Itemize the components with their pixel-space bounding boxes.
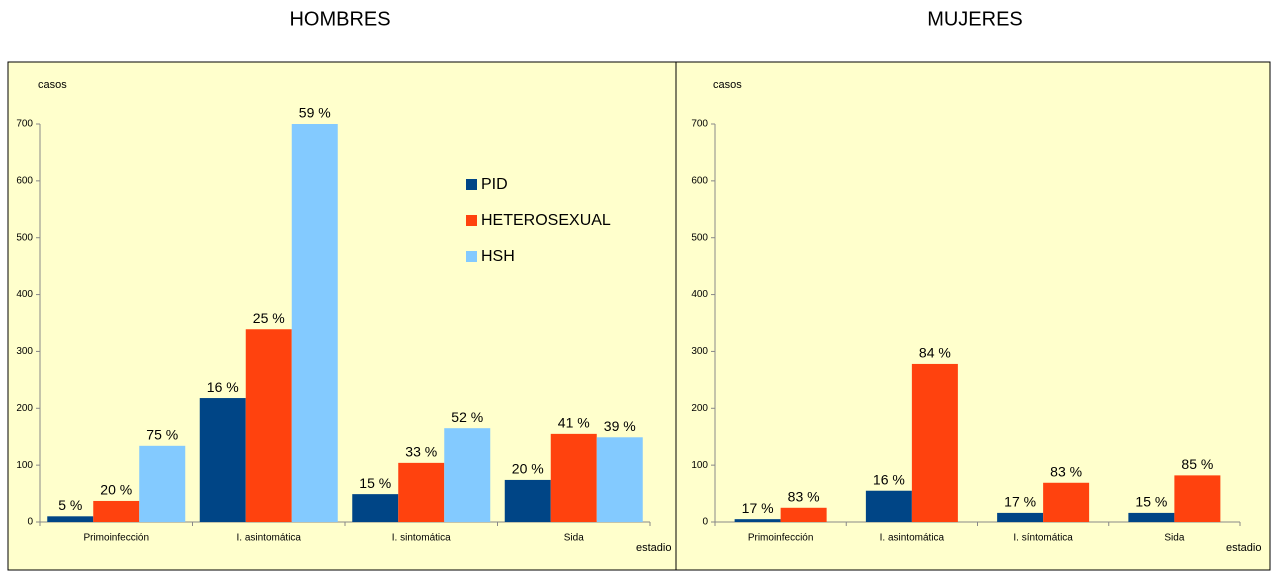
bar xyxy=(199,398,246,522)
x-tick-label: I. sintomática xyxy=(392,533,451,544)
bar xyxy=(47,516,94,522)
y-tick-label: 700 xyxy=(16,119,33,130)
chart-title: MUJERES xyxy=(927,8,1023,30)
bar-label: 52 % xyxy=(451,409,483,425)
bar xyxy=(398,462,445,522)
bar xyxy=(139,445,186,522)
bar-label: 84 % xyxy=(919,345,951,361)
bar-label: 85 % xyxy=(1181,456,1213,472)
bar-label: 39 % xyxy=(604,418,636,434)
chart-title: HOMBRES xyxy=(289,8,390,30)
x-tick-label: I. síntomática xyxy=(1013,533,1073,544)
x-tick-label: Primoinfección xyxy=(83,533,149,544)
x-tick-label: Primoinfección xyxy=(748,533,814,544)
bar-label: 16 % xyxy=(207,379,239,395)
bar xyxy=(596,437,643,522)
bar xyxy=(291,124,338,522)
y-tick-label: 200 xyxy=(691,403,708,414)
panel-background xyxy=(675,61,1271,571)
bar xyxy=(911,363,958,522)
y-tick-label: 0 xyxy=(702,517,708,528)
bar xyxy=(444,428,491,522)
bar-label: 20 % xyxy=(512,461,544,477)
bar xyxy=(352,494,399,522)
bar xyxy=(504,479,551,522)
bar-label: 33 % xyxy=(405,444,437,460)
legend-swatch xyxy=(466,179,477,190)
y-tick-label: 200 xyxy=(16,403,33,414)
x-tick-label: Sida xyxy=(1164,533,1184,544)
bar-label: 20 % xyxy=(100,482,132,498)
x-tick-label: I. asintomática xyxy=(237,533,302,544)
bar xyxy=(1043,482,1090,522)
bar xyxy=(997,512,1044,522)
bar-label: 17 % xyxy=(742,500,774,516)
bar-label: 15 % xyxy=(1135,494,1167,510)
y-tick-label: 500 xyxy=(691,232,708,243)
bar xyxy=(865,490,912,522)
y-tick-label: 100 xyxy=(691,460,708,471)
bar xyxy=(734,519,781,522)
legend-label: PID xyxy=(481,176,508,193)
bar xyxy=(550,433,597,522)
bar xyxy=(780,507,827,522)
bar-label: 41 % xyxy=(558,415,590,431)
bar xyxy=(1128,512,1175,522)
y-tick-label: 400 xyxy=(16,289,33,300)
x-axis-label: estadio xyxy=(1226,542,1261,554)
x-tick-label: Sida xyxy=(564,533,584,544)
bar-label: 16 % xyxy=(873,471,905,487)
y-tick-label: 500 xyxy=(16,232,33,243)
x-axis-label: estadio xyxy=(636,542,671,554)
y-tick-label: 100 xyxy=(16,460,33,471)
legend-label: HETEROSEXUAL xyxy=(481,212,611,229)
legend-swatch xyxy=(466,251,477,262)
bar-label: 59 % xyxy=(299,105,331,121)
bar-label: 83 % xyxy=(1050,463,1082,479)
x-tick-label: I. asintomática xyxy=(880,533,945,544)
y-tick-label: 600 xyxy=(691,175,708,186)
y-axis-label: casos xyxy=(713,79,742,91)
bar-label: 15 % xyxy=(359,475,391,491)
bar-label: 5 % xyxy=(58,497,82,513)
y-tick-label: 300 xyxy=(16,346,33,357)
y-tick-label: 600 xyxy=(16,175,33,186)
bar xyxy=(1174,475,1221,522)
bar-label: 83 % xyxy=(788,488,820,504)
bar-label: 75 % xyxy=(146,427,178,443)
y-tick-label: 300 xyxy=(691,346,708,357)
legend-swatch xyxy=(466,215,477,226)
y-tick-label: 400 xyxy=(691,289,708,300)
bar-label: 17 % xyxy=(1004,494,1036,510)
bar xyxy=(93,500,140,522)
legend-label: HSH xyxy=(481,248,515,265)
bar xyxy=(245,329,292,522)
bar-label: 25 % xyxy=(253,310,285,326)
y-tick-label: 700 xyxy=(691,119,708,130)
y-tick-label: 0 xyxy=(27,517,33,528)
y-axis-label: casos xyxy=(38,79,67,91)
